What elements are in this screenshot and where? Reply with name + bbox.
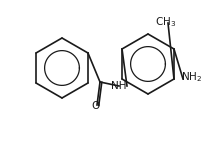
Text: CH$_3$: CH$_3$ — [155, 15, 177, 29]
Text: O: O — [92, 101, 100, 111]
Text: NH: NH — [111, 81, 127, 91]
Text: NH$_2$: NH$_2$ — [181, 70, 202, 84]
